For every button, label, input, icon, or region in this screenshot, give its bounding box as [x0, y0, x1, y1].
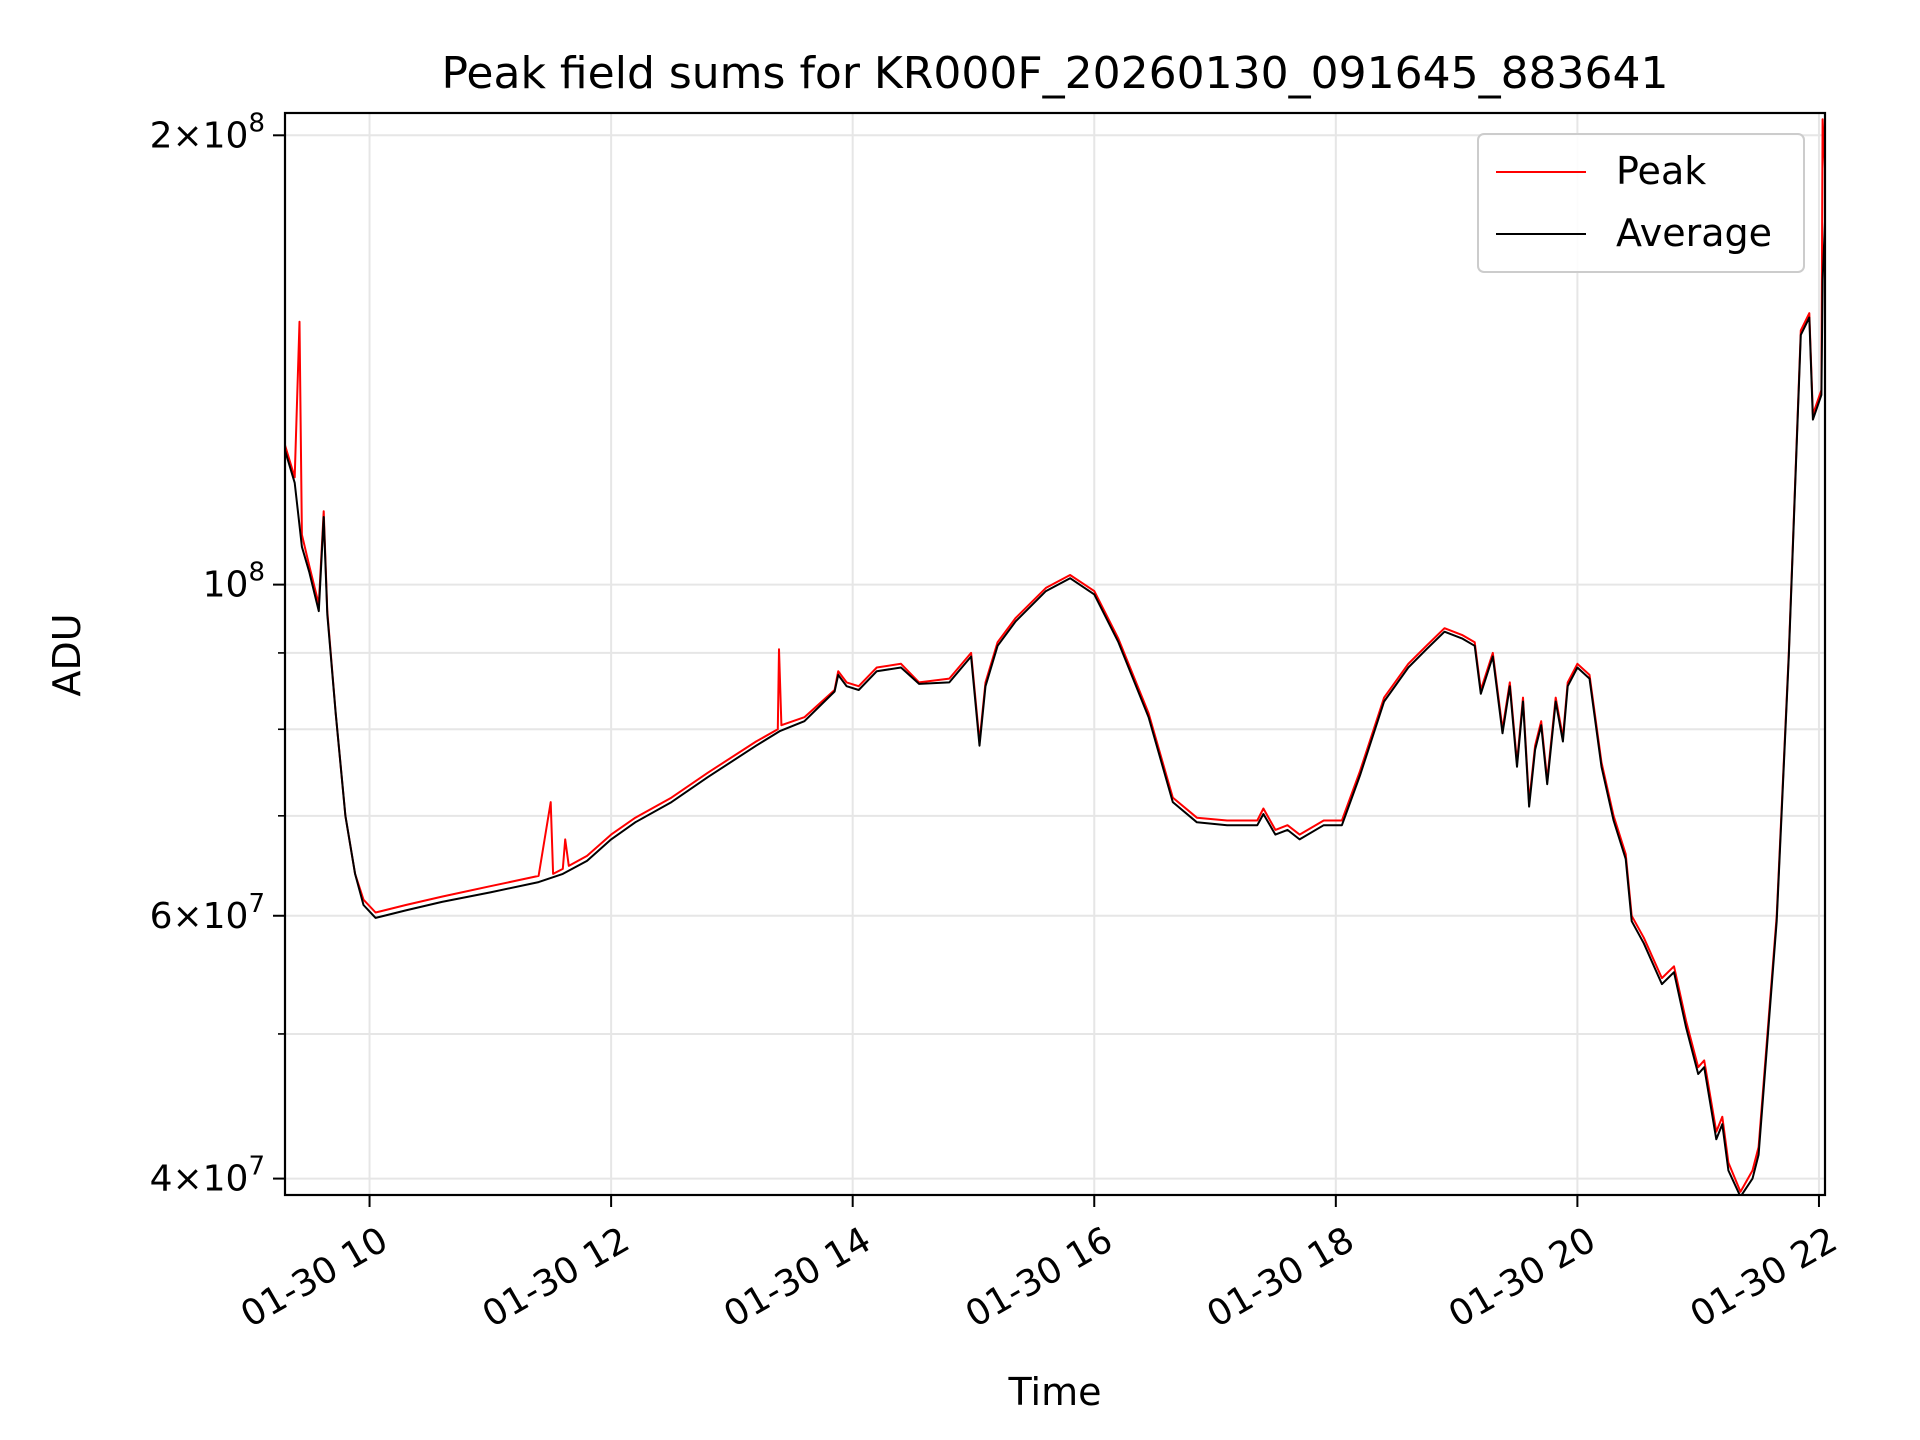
series-line-average: [285, 221, 1825, 1195]
grid: [285, 113, 1825, 1195]
legend: Peak Average: [1477, 133, 1805, 273]
y-tick-label: 6×107: [150, 889, 265, 937]
legend-box: [1477, 133, 1805, 273]
x-axis-label: Time: [1008, 1370, 1102, 1414]
legend-label-peak: Peak: [1616, 149, 1706, 193]
legend-label-average: Average: [1616, 211, 1772, 255]
y-tick-label: 4×107: [150, 1152, 265, 1200]
y-tick-label: 2×108: [150, 108, 265, 156]
series-layer: [285, 118, 1825, 1195]
chart-title: Peak field sums for KR000F_20260130_0916…: [441, 48, 1668, 99]
y-tick-label: 108: [203, 558, 265, 606]
y-axis-label: ADU: [45, 613, 89, 696]
y-axis: 4×107 6×107 108 2×108: [150, 108, 285, 1200]
series-line-peak: [285, 118, 1825, 1193]
plot-frame: [283, 111, 1827, 1197]
